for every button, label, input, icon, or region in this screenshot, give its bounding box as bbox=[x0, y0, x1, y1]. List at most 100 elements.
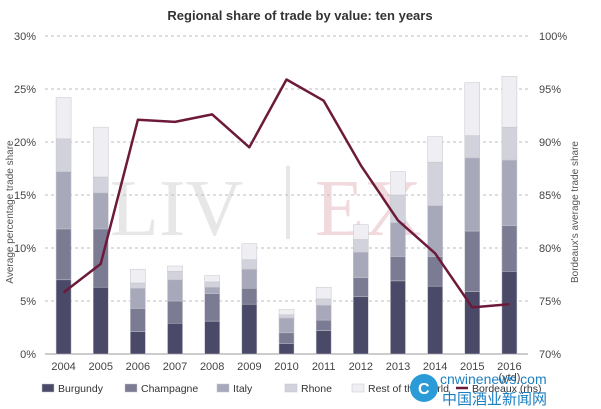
bar-segment bbox=[353, 224, 369, 240]
y-tick-label: 10% bbox=[14, 243, 36, 255]
bar-segment bbox=[204, 293, 220, 322]
site-url: cnwinenews.com bbox=[440, 371, 547, 387]
bar-segment bbox=[464, 230, 481, 292]
bar-segment bbox=[464, 82, 481, 136]
site-logo-icon bbox=[410, 374, 438, 402]
x-tick-label: 2016 bbox=[497, 361, 521, 373]
legend-swatch bbox=[124, 383, 138, 393]
site-logo-letter: C bbox=[418, 381, 430, 398]
legend-swatch bbox=[351, 383, 365, 393]
x-axis-ticks: 2004 2005 2006 2007 2008 2009 2010 2011 2012 2013… bbox=[51, 361, 521, 384]
bar-segment bbox=[55, 228, 72, 281]
bar-segment bbox=[501, 76, 518, 128]
bar-segment bbox=[427, 136, 443, 163]
legend-item: Champagne bbox=[124, 383, 198, 395]
bordeaux-line bbox=[62, 78, 510, 309]
bar-segment bbox=[278, 309, 295, 316]
bar-segment bbox=[315, 330, 332, 355]
bar-segment bbox=[130, 331, 146, 355]
y2-tick-label: 80% bbox=[539, 243, 561, 255]
bar-segment bbox=[92, 176, 109, 194]
bar-segment bbox=[130, 288, 146, 309]
x-tick-label: 2007 bbox=[163, 361, 187, 373]
bar-segment bbox=[92, 286, 109, 355]
bar-segment bbox=[92, 126, 109, 178]
x-tick-label: 2013 bbox=[386, 361, 410, 373]
bar-segment bbox=[278, 343, 295, 355]
bar-segment bbox=[167, 323, 183, 355]
bar-segment bbox=[241, 268, 258, 289]
bar-segment bbox=[130, 282, 146, 289]
y-axis-ticks: 0% 5% 10% 15% 20% 25% 30% bbox=[14, 31, 36, 361]
bar-segment bbox=[241, 303, 258, 355]
legend-label: Champagne bbox=[141, 383, 198, 395]
bar-segment bbox=[278, 314, 295, 319]
x-tick-label: 2012 bbox=[349, 361, 373, 373]
bars bbox=[55, 76, 518, 355]
x-tick-label: 2006 bbox=[126, 361, 150, 373]
bar-segment bbox=[92, 192, 109, 230]
bar-segment bbox=[464, 157, 481, 232]
bar-segment bbox=[390, 256, 406, 282]
legend-label: Italy bbox=[233, 383, 253, 395]
y2-axis-label: Bordeaux's average trade share bbox=[570, 141, 581, 283]
y2-tick-label: 85% bbox=[539, 190, 561, 202]
bar-segment bbox=[204, 275, 220, 283]
bar-segment bbox=[167, 265, 183, 272]
bar-segment bbox=[241, 288, 258, 305]
bar-segment bbox=[241, 243, 258, 260]
x-tick-label: 2005 bbox=[88, 361, 112, 373]
bar-segment bbox=[315, 286, 332, 300]
watermark-divider: | bbox=[280, 152, 296, 240]
y2-tick-label: 90% bbox=[539, 137, 561, 149]
y-axis-label: Average percentage trade share bbox=[5, 140, 16, 284]
legend-swatch bbox=[216, 383, 230, 393]
bar-segment bbox=[278, 332, 295, 344]
legend-label: Burgundy bbox=[58, 383, 104, 395]
y2-tick-label: 95% bbox=[539, 84, 561, 96]
x-tick-label: 2008 bbox=[200, 361, 224, 373]
bar-segment bbox=[315, 304, 332, 321]
y2-axis-ticks: 70% 75% 80% 85% 90% 95% 100% bbox=[539, 31, 567, 361]
legend-item: Burgundy bbox=[41, 383, 104, 395]
bar-segment bbox=[55, 171, 72, 230]
y-tick-label: 0% bbox=[20, 349, 36, 361]
legend-swatch bbox=[41, 383, 55, 393]
bar-segment bbox=[501, 159, 518, 226]
bar-segment bbox=[241, 259, 258, 270]
y-tick-label: 5% bbox=[20, 296, 36, 308]
bar-segment bbox=[130, 308, 146, 332]
watermark-left: LIV bbox=[110, 165, 243, 253]
x-tick-label: 2015 bbox=[460, 361, 484, 373]
bar-segment bbox=[390, 222, 406, 257]
bar-segment bbox=[315, 319, 332, 331]
y-tick-label: 25% bbox=[14, 84, 36, 96]
bar-segment bbox=[501, 126, 518, 161]
x-tick-sublabel: (ytd) bbox=[498, 372, 520, 384]
bar-segment bbox=[278, 317, 295, 334]
bar-segment bbox=[464, 135, 481, 159]
bar-segment bbox=[130, 268, 146, 284]
bar-segment bbox=[501, 271, 518, 355]
bar-segment bbox=[167, 300, 183, 324]
bar-segment bbox=[501, 225, 518, 272]
bar-segment bbox=[204, 286, 220, 294]
legend-item: Bordeaux (rhs) bbox=[456, 383, 541, 395]
chart-title: Regional share of trade by value: ten ye… bbox=[167, 8, 432, 23]
bar-segment bbox=[353, 239, 369, 253]
bar-segment bbox=[167, 271, 183, 281]
bar-segment bbox=[427, 161, 443, 206]
y-tick-label: 30% bbox=[14, 31, 36, 43]
x-tick-label: 2004 bbox=[51, 361, 75, 373]
bar-segment bbox=[427, 285, 443, 355]
bar-segment bbox=[353, 277, 369, 298]
bar-segment bbox=[92, 228, 109, 288]
legend-swatch bbox=[284, 383, 298, 393]
y2-tick-label: 70% bbox=[539, 349, 561, 361]
bar-segment bbox=[55, 97, 72, 140]
y-tick-label: 20% bbox=[14, 137, 36, 149]
x-tick-label: 2010 bbox=[274, 361, 298, 373]
bar-segment bbox=[390, 280, 406, 355]
bar-segment bbox=[315, 298, 332, 306]
bar-segment bbox=[55, 279, 72, 355]
